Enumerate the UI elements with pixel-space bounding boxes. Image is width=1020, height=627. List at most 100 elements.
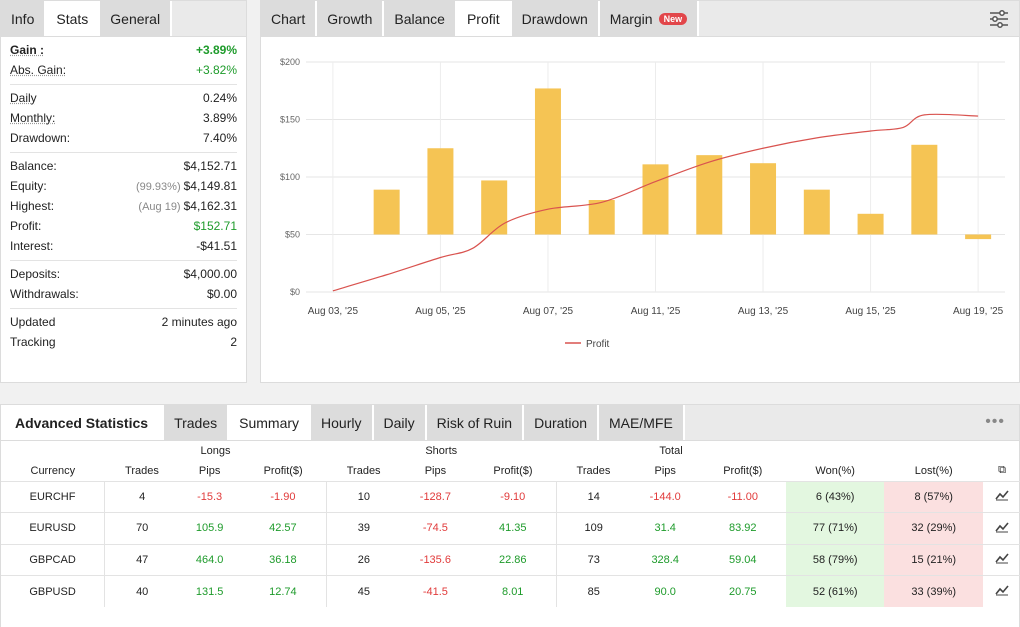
- info-label: Equity:: [10, 179, 47, 193]
- y-tick-label: $200: [280, 57, 300, 67]
- profit-bar: [965, 234, 992, 240]
- info-group: Updated 2 minutes ago Tracking 2: [10, 309, 237, 356]
- table-row: GBPCAD 47 464.0 36.18 26 -135.6 22.86 73 328.4 59…: [1, 543, 1020, 576]
- more-options-icon[interactable]: •••: [985, 413, 1005, 430]
- tab-trades[interactable]: Trades: [164, 405, 230, 440]
- profit-bar: [373, 189, 400, 235]
- info-row-updated: Updated 2 minutes ago: [10, 312, 237, 332]
- profit-bar: [481, 180, 508, 235]
- y-tick-label: $50: [285, 230, 300, 240]
- tab-balance[interactable]: Balance: [384, 1, 457, 36]
- currency-cell: EURCHF: [1, 480, 105, 513]
- column-header-pips: Pips: [654, 464, 676, 477]
- y-tick-label: $0: [290, 287, 300, 297]
- tab-risk-of-ruin[interactable]: Risk of Ruin: [426, 405, 525, 440]
- info-value: 2: [230, 335, 237, 349]
- x-tick-label: Aug 11, '25: [631, 306, 681, 317]
- info-row-equity: Equity: (99.93%) $4,149.81: [10, 176, 237, 196]
- table-cell: 83.92: [699, 512, 786, 544]
- column-header-won: Won(%): [815, 464, 855, 477]
- info-row-abs-gain: Abs. Gain: +3.82%: [10, 60, 237, 80]
- info-value: 0.24%: [202, 91, 237, 105]
- tab-info[interactable]: Info: [1, 1, 47, 36]
- info-row-interest: Interest: -$41.51: [10, 236, 237, 256]
- info-label: Profit:: [10, 219, 42, 233]
- info-label[interactable]: Abs. Gain:: [10, 63, 67, 77]
- tab-hourly[interactable]: Hourly: [311, 405, 374, 440]
- tab-profit[interactable]: Profit: [456, 1, 512, 36]
- column-header-profit: Profit($): [263, 464, 303, 477]
- table-cell: 45: [325, 575, 401, 607]
- column-header-pips: Pips: [198, 464, 221, 477]
- column-header-trades: Trades: [346, 464, 381, 477]
- row-chart-icon[interactable]: [983, 480, 1020, 513]
- row-chart-icon[interactable]: [983, 543, 1020, 576]
- table-cell: -15.3: [179, 480, 240, 513]
- table-cell: -9.10: [469, 480, 557, 513]
- copy-icon[interactable]: ⧉: [998, 464, 1006, 477]
- table-cell: 42.57: [240, 512, 327, 544]
- tab-mae-mfe[interactable]: MAE/MFE: [599, 405, 685, 440]
- legend-label[interactable]: Profit: [586, 339, 610, 350]
- settings-sliders-icon[interactable]: [989, 10, 1009, 28]
- tab-daily[interactable]: Daily: [373, 405, 427, 440]
- info-label[interactable]: Daily: [10, 91, 37, 105]
- row-chart-icon[interactable]: [983, 575, 1020, 607]
- info-value: (Aug 19) $4,162.31: [138, 199, 237, 213]
- tab-stats[interactable]: Stats: [46, 1, 101, 36]
- info-label: Highest:: [10, 199, 55, 213]
- tab-drawdown[interactable]: Drawdown: [511, 1, 600, 36]
- table-cell: 70: [104, 512, 180, 544]
- table-cell: 14: [555, 480, 631, 513]
- profit-bar: [911, 144, 938, 235]
- table-cell: 52 (61%): [785, 575, 885, 607]
- currency-cell: GBPCAD: [1, 543, 105, 576]
- chart-tabbar: Chart Growth Balance Profit Drawdown Margin Ne…: [261, 1, 1019, 37]
- tab-summary[interactable]: Summary: [229, 405, 312, 440]
- table-row: EURCHF 4 -15.3 -1.90 10 -128.7 -9.10 14 -144.0 -1…: [1, 480, 1020, 513]
- table-cell: 105.9: [179, 512, 240, 544]
- table-cell: 77 (71%): [785, 512, 885, 544]
- tab-duration[interactable]: Duration: [524, 405, 600, 440]
- info-label: Tracking: [10, 335, 56, 349]
- info-label[interactable]: Gain :: [10, 43, 45, 57]
- info-group: Gain : +3.89% Abs. Gain: +3.82%: [10, 37, 237, 85]
- table-cell: 22.86: [469, 543, 557, 576]
- table-cell: 41.35: [469, 512, 557, 544]
- tab-general[interactable]: General: [100, 1, 173, 36]
- currency-cell: GBPUSD: [1, 575, 105, 607]
- info-value: $0.00: [206, 287, 237, 301]
- profit-line: [332, 113, 979, 292]
- x-tick-label: Aug 19, '25: [953, 306, 1004, 317]
- info-row-highest: Highest: (Aug 19) $4,162.31: [10, 196, 237, 216]
- profit-bar: [642, 164, 669, 235]
- table-cell: 464.0: [179, 543, 240, 576]
- table-cell: -41.5: [400, 575, 470, 607]
- adv-tabbar: Advanced Statistics Trades Summary Hourly D…: [1, 405, 1019, 441]
- info-value: +3.89%: [195, 43, 237, 57]
- info-value: -$41.51: [196, 239, 237, 253]
- table-cell: 58 (79%): [785, 543, 885, 576]
- info-note: (99.93%): [135, 181, 181, 193]
- table-cell: 20.75: [699, 575, 786, 607]
- column-header-trades: Trades: [576, 464, 611, 477]
- info-body: Gain : +3.89% Abs. Gain: +3.82% Daily 0.24% Mo…: [1, 37, 246, 382]
- info-group: Daily 0.24% Monthly: 3.89% Drawdown: 7.40%: [10, 85, 237, 153]
- tab-growth[interactable]: Growth: [317, 1, 385, 36]
- table-cell: 6 (43%): [785, 480, 885, 513]
- table-cell: 109: [555, 512, 631, 544]
- profit-bar: [588, 200, 615, 235]
- table-cell: 40: [104, 575, 180, 607]
- tab-chart[interactable]: Chart: [261, 1, 318, 36]
- info-group: Deposits: $4,000.00 Withdrawals: $0.00: [10, 261, 237, 309]
- x-tick-label: Aug 13, '25: [738, 306, 789, 317]
- tab-margin[interactable]: Margin New: [599, 1, 700, 36]
- group-header-shorts: Shorts: [425, 445, 458, 457]
- profit-bar: [750, 163, 777, 235]
- info-row-monthly: Monthly: 3.89%: [10, 108, 237, 128]
- profit-chart: $0 $50 $100 $150 $200 Aug 03, '25 Aug 05, '25 A…: [280, 57, 1005, 350]
- row-chart-icon[interactable]: [983, 512, 1020, 544]
- info-label: Drawdown:: [10, 131, 71, 145]
- info-label[interactable]: Monthly:: [10, 111, 56, 125]
- x-tick-label: Aug 15, '25: [845, 306, 896, 317]
